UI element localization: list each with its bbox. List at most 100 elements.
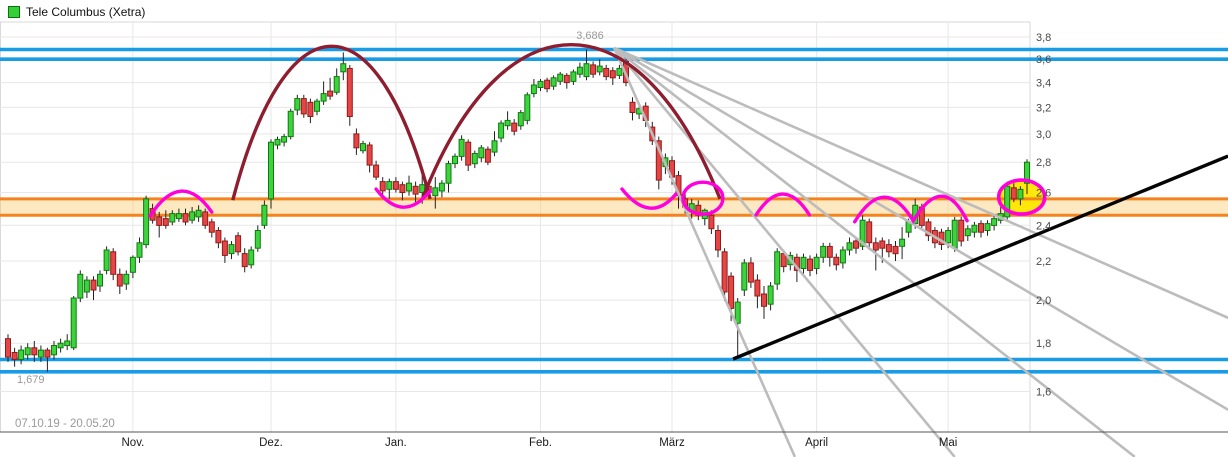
candle bbox=[373, 164, 380, 178]
series-title: Tele Columbus (Xetra) bbox=[26, 5, 146, 19]
candle bbox=[491, 140, 498, 153]
candle bbox=[116, 273, 123, 287]
candle bbox=[5, 338, 11, 358]
svg-text:3,0: 3,0 bbox=[1036, 129, 1051, 141]
candle bbox=[327, 90, 334, 97]
svg-text:3,2: 3,2 bbox=[1036, 102, 1051, 114]
candle bbox=[846, 242, 853, 251]
y-axis-labels: 3,8 3,6 3,4 3,2 3,0 2,8 2,6 2,4 2,2 2,0 1,8 1,6 bbox=[1036, 32, 1051, 399]
candle bbox=[839, 249, 846, 264]
candle bbox=[833, 256, 840, 266]
candle bbox=[945, 230, 952, 244]
x-axis: Nov. Dez. Jan. Feb. März April Mai bbox=[0, 431, 1228, 449]
candle bbox=[314, 100, 320, 112]
candle bbox=[320, 93, 327, 102]
candle bbox=[215, 230, 222, 244]
candle bbox=[721, 251, 728, 293]
candle bbox=[583, 63, 590, 78]
candle bbox=[754, 279, 761, 297]
svg-text:2,6: 2,6 bbox=[1036, 188, 1051, 200]
candle bbox=[123, 273, 130, 285]
candle bbox=[333, 76, 340, 93]
candle bbox=[734, 301, 741, 324]
candle bbox=[386, 181, 393, 190]
candle bbox=[366, 144, 373, 166]
candle bbox=[715, 230, 721, 251]
candle bbox=[885, 244, 892, 253]
candle bbox=[235, 235, 242, 253]
candle bbox=[412, 185, 419, 195]
svg-text:Mai: Mai bbox=[939, 437, 958, 449]
candle bbox=[241, 253, 248, 268]
candle bbox=[406, 182, 412, 192]
candle bbox=[208, 221, 215, 233]
squiggle-cup bbox=[620, 187, 678, 210]
candle bbox=[609, 70, 616, 79]
candle bbox=[31, 347, 38, 356]
candle bbox=[44, 349, 51, 358]
candle bbox=[1004, 185, 1011, 218]
candle bbox=[511, 122, 518, 132]
candle bbox=[866, 221, 873, 244]
candle bbox=[57, 342, 64, 349]
candle bbox=[11, 352, 18, 360]
svg-text:April: April bbox=[805, 437, 828, 449]
candle bbox=[603, 67, 610, 78]
candle bbox=[221, 240, 228, 256]
candle bbox=[129, 256, 136, 273]
candle bbox=[892, 245, 899, 255]
candle bbox=[175, 213, 182, 220]
candle bbox=[261, 204, 268, 226]
candle bbox=[1024, 161, 1030, 184]
svg-text:3,8: 3,8 bbox=[1036, 32, 1051, 44]
candle bbox=[1017, 188, 1024, 200]
candle bbox=[432, 187, 439, 197]
candle bbox=[800, 256, 807, 269]
date-range-label: 07.10.19 - 20.05.20 bbox=[15, 418, 115, 430]
candle bbox=[925, 221, 932, 237]
candle bbox=[248, 249, 255, 266]
candle bbox=[445, 163, 452, 184]
candle bbox=[83, 279, 90, 293]
candle bbox=[281, 136, 288, 143]
candle bbox=[478, 147, 485, 159]
candle bbox=[202, 211, 209, 226]
candle bbox=[747, 262, 754, 283]
peak-price-label: 3,686 bbox=[576, 30, 604, 42]
candle bbox=[504, 119, 511, 127]
candle bbox=[958, 219, 965, 242]
candle bbox=[991, 218, 998, 226]
candle bbox=[300, 98, 307, 115]
candle bbox=[728, 275, 735, 309]
svg-text:3,4: 3,4 bbox=[1036, 78, 1051, 90]
candle bbox=[254, 230, 261, 249]
candle bbox=[90, 279, 97, 291]
candle bbox=[64, 340, 71, 347]
candle bbox=[70, 297, 77, 349]
candle bbox=[340, 63, 347, 73]
candle bbox=[557, 73, 564, 82]
candle bbox=[964, 228, 971, 237]
candle bbox=[97, 273, 103, 287]
candle bbox=[189, 211, 196, 221]
arch-patterns bbox=[231, 43, 722, 201]
candle bbox=[195, 209, 202, 218]
candle bbox=[438, 182, 445, 192]
candle bbox=[655, 140, 662, 181]
candle bbox=[563, 74, 570, 84]
svg-text:Jan.: Jan. bbox=[385, 437, 407, 449]
candle bbox=[110, 251, 117, 275]
candlestick-series bbox=[5, 49, 1030, 372]
highlight-circle-ring bbox=[996, 178, 1047, 216]
candle bbox=[498, 122, 505, 139]
candle bbox=[274, 138, 281, 146]
candle bbox=[346, 67, 353, 117]
candle bbox=[471, 153, 478, 165]
svg-text:Nov.: Nov. bbox=[122, 437, 145, 449]
grid bbox=[0, 21, 1031, 433]
analysis-circle bbox=[681, 180, 725, 216]
candle bbox=[1010, 187, 1017, 200]
candle bbox=[419, 184, 426, 193]
